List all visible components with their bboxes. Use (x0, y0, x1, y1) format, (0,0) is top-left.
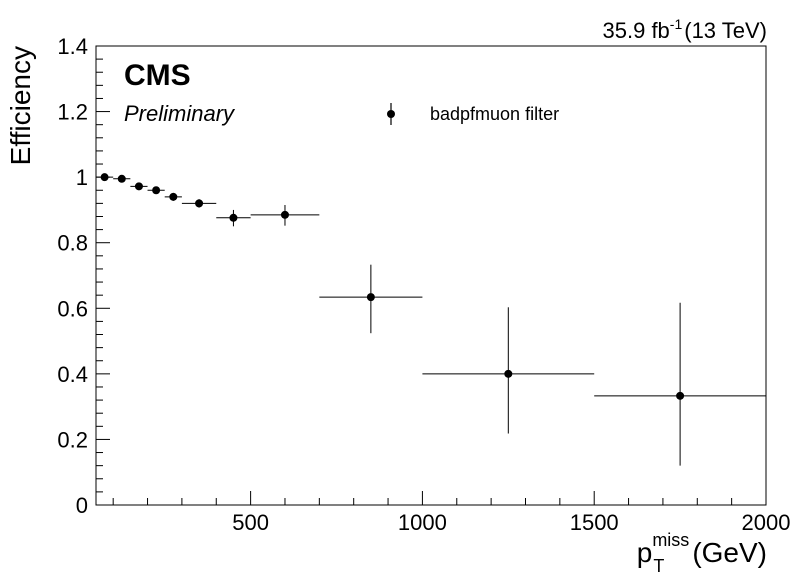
legend-marker (387, 110, 395, 118)
data-point (96, 173, 114, 182)
y-tick-label: 1.2 (57, 100, 88, 125)
lumi-energy-label: 35.9 fb-1(13 TeV) (603, 16, 767, 43)
lumi-exponent: -1 (670, 16, 683, 32)
data-point (319, 264, 423, 334)
point-marker (169, 192, 178, 201)
y-tick-label: 0 (76, 493, 88, 518)
data-point (130, 182, 148, 191)
plot-frame (95, 45, 767, 506)
y-tick-label: 0.6 (57, 296, 88, 321)
y-axis-label: Efficiency (5, 46, 36, 165)
point-marker (229, 213, 238, 222)
y-tick-label: 0.8 (57, 231, 88, 256)
data-point (216, 209, 251, 227)
y-tick-label: 0.4 (57, 362, 88, 387)
preliminary-label: Preliminary (124, 101, 236, 126)
point-marker (366, 293, 375, 302)
x-axis-label: pmiss T (GeV) (637, 530, 767, 573)
data-point (147, 186, 165, 195)
data-point (181, 199, 217, 208)
point-marker (152, 186, 161, 195)
data-point (113, 174, 131, 183)
point-marker (100, 173, 109, 182)
point-marker (504, 369, 513, 378)
legend: badpfmuon filter (387, 103, 559, 125)
x-axis-unit: (GeV) (692, 537, 767, 568)
data-points (96, 173, 766, 466)
x-tick-label: 500 (232, 510, 269, 535)
y-tick-label: 1 (76, 165, 88, 190)
y-tick-label: 1.4 (57, 34, 88, 59)
data-point (422, 307, 595, 434)
legend-label: badpfmuon filter (430, 104, 559, 124)
x-tick-label: 1500 (570, 510, 619, 535)
point-marker (117, 174, 126, 183)
data-point (594, 302, 766, 466)
lumi-value: 35.9 fb (603, 18, 670, 43)
axes: 500 1000 1500 2000 0 0.2 0.4 0.6 0.8 1 1.2 1.4 (57, 34, 790, 535)
x-tick-label: 1000 (398, 510, 447, 535)
x-tick-label: 2000 (742, 510, 791, 535)
x-axis-symbol: p (637, 537, 653, 568)
x-axis-superscript: miss (652, 530, 689, 550)
data-point (250, 205, 320, 226)
energy-value: (13 TeV) (684, 18, 767, 43)
x-axis-subscript: T (653, 556, 664, 573)
point-marker (280, 210, 289, 219)
point-marker (134, 182, 143, 191)
point-marker (195, 199, 204, 208)
data-point (164, 192, 182, 201)
point-marker (676, 391, 685, 400)
cms-label: CMS (124, 59, 191, 92)
y-tick-label: 0.2 (57, 427, 88, 452)
